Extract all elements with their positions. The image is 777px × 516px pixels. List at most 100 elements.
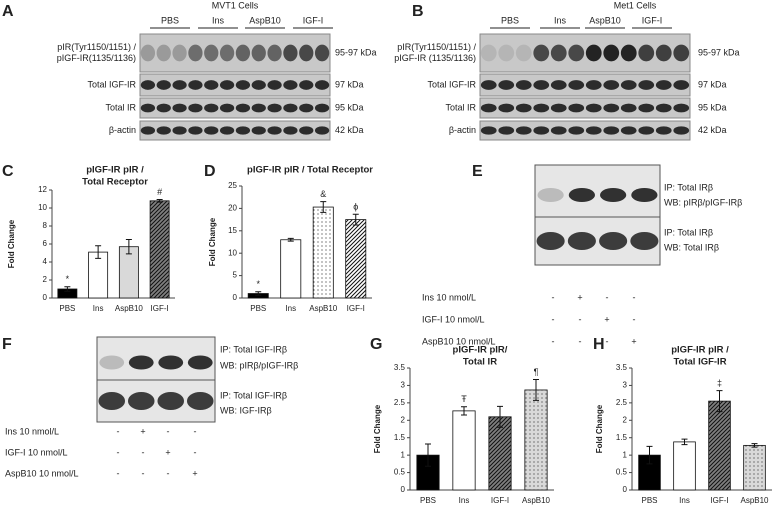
blot-strip — [479, 73, 691, 97]
chart-title: pIGF-IR pIR / — [86, 165, 144, 176]
treatment-sign: + — [604, 314, 609, 324]
group-label: Ins — [554, 15, 567, 25]
treatment-sign: - — [142, 468, 145, 478]
blot-band — [550, 126, 567, 135]
size-label: 42 kDa — [698, 125, 727, 135]
blot-box — [534, 164, 661, 266]
blot-band — [156, 44, 171, 62]
error-bar — [64, 286, 71, 292]
error-bar — [125, 239, 132, 255]
size-label: 42 kDa — [335, 125, 364, 135]
blot-band — [267, 44, 282, 62]
error-bar — [352, 213, 359, 226]
blot-band — [638, 126, 655, 135]
error-bar — [716, 390, 723, 413]
blot-band — [204, 126, 219, 135]
cell-line: MVT1 Cells — [212, 0, 259, 10]
y-tick-label: 10 — [228, 248, 237, 257]
blot-band — [655, 126, 672, 135]
blot-band — [673, 44, 690, 62]
blot-band — [172, 103, 187, 113]
size-label: 95 kDa — [698, 102, 727, 112]
blot-band — [533, 126, 550, 135]
treatment-sign: - — [117, 447, 120, 457]
y-tick-label: 1.5 — [394, 433, 406, 442]
blot-band — [219, 80, 235, 90]
y-tick-label: 2 — [43, 275, 48, 284]
y-tick-label: 0.5 — [616, 468, 628, 477]
group-label: PBS — [501, 15, 519, 25]
blot-band — [128, 355, 154, 370]
blot-band — [299, 80, 314, 90]
treatment-sign: - — [579, 314, 582, 324]
blot-band — [314, 80, 330, 90]
blot-band — [283, 80, 298, 90]
blot-band — [568, 44, 585, 62]
blot-band — [172, 126, 187, 135]
annotation: * — [66, 274, 70, 284]
annotation: # — [157, 187, 162, 197]
y-tick-label: 20 — [228, 204, 237, 213]
y-tick-label: 3 — [623, 381, 628, 390]
error-bar — [497, 405, 503, 428]
bar — [524, 389, 548, 491]
blot-band — [283, 126, 298, 135]
blot-band — [188, 126, 203, 135]
blot-band — [204, 44, 219, 62]
blot-band — [550, 44, 567, 62]
cell-line: Met1 Cells — [614, 0, 657, 10]
y-tick-label: 0 — [623, 485, 628, 494]
blot-band — [568, 80, 585, 90]
blot-band — [140, 103, 156, 113]
row-label: pIGF-IR(1135/1136) — [57, 53, 136, 63]
group-label: IGF-I — [303, 15, 324, 25]
y-tick-label: 0.5 — [394, 468, 406, 477]
error-bar — [461, 406, 467, 416]
blot-band — [620, 103, 637, 113]
chart-title: Total IGF-IR — [673, 357, 726, 368]
panel-letter: B — [412, 3, 424, 20]
blot-band — [550, 80, 567, 90]
blot-band — [219, 126, 235, 135]
blot-band — [533, 80, 550, 90]
blot-band — [156, 103, 171, 113]
annotation: * — [256, 279, 260, 289]
blot-band — [620, 126, 637, 135]
blot-band — [251, 103, 266, 113]
blot-band — [172, 80, 187, 90]
blot-band — [568, 188, 595, 202]
treatment-sign: + — [577, 292, 582, 302]
x-tick-label: Ins — [679, 496, 690, 505]
treatment-label: IGF-I 10 nmol/L — [5, 447, 68, 457]
blot-band — [480, 80, 497, 90]
bar — [345, 219, 367, 299]
blot-label: IP: Total IRβ — [664, 227, 713, 237]
y-tick-label: 2 — [623, 415, 628, 424]
treatment-sign: - — [552, 314, 555, 324]
blot-strip — [139, 120, 331, 141]
treatment-label: IGF-I 10 nmol/L — [422, 314, 485, 324]
y-tick-label: 6 — [43, 239, 48, 248]
row-label: β-actin — [449, 125, 476, 135]
y-tick-label: 10 — [38, 203, 47, 212]
blot-band — [140, 44, 156, 62]
blot-band — [251, 80, 266, 90]
y-tick-label: 0 — [43, 293, 48, 302]
blot-band — [550, 103, 567, 113]
blot-band — [157, 392, 185, 410]
blot-band — [655, 80, 672, 90]
size-label: 95 kDa — [335, 102, 364, 112]
y-tick-label: 8 — [43, 221, 48, 230]
treatment-sign: - — [167, 426, 170, 436]
y-axis-label: Fold Change — [208, 217, 217, 266]
blot-band — [251, 44, 266, 62]
y-tick-label: 1 — [623, 450, 628, 459]
y-tick-label: 2.5 — [616, 398, 628, 407]
blot-strip — [139, 33, 331, 73]
y-tick-label: 3.5 — [616, 363, 628, 372]
treatment-sign: - — [606, 292, 609, 302]
y-tick-label: 25 — [228, 181, 237, 190]
blot-band — [603, 103, 620, 113]
blot-label: WB: pIRβ/pIGF-IRβ — [220, 360, 298, 370]
blot-band — [219, 103, 235, 113]
